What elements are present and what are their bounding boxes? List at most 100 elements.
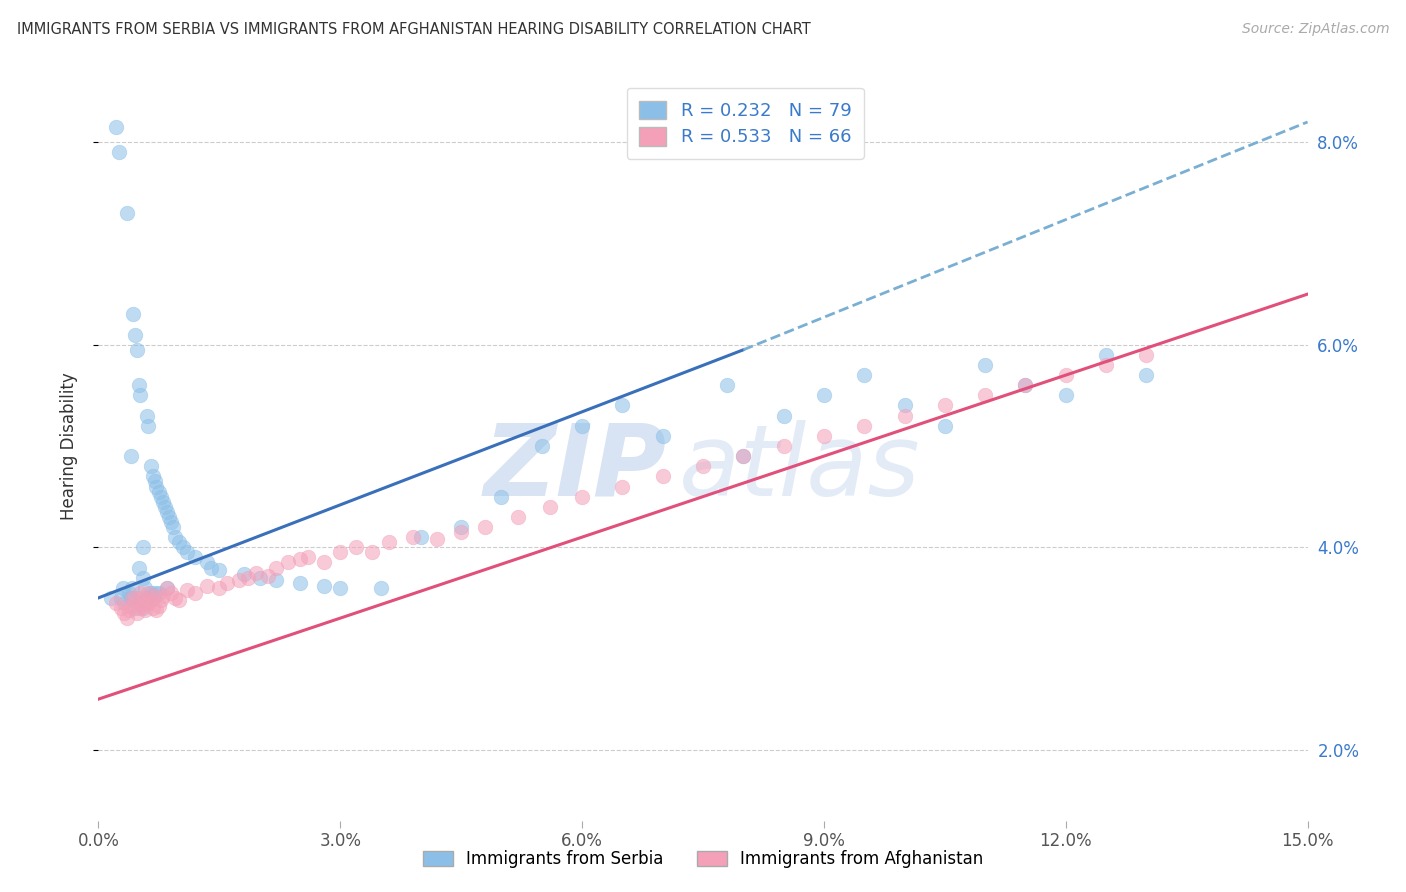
Point <box>692 459 714 474</box>
Point <box>124 593 146 607</box>
Point <box>120 591 142 605</box>
Point <box>733 449 755 463</box>
Point <box>135 596 157 610</box>
Point <box>132 541 155 555</box>
Point <box>148 599 170 613</box>
Point <box>132 599 155 613</box>
Point <box>128 378 150 392</box>
Point <box>195 579 218 593</box>
Point <box>402 530 425 544</box>
Point <box>152 494 174 508</box>
Point <box>297 550 319 565</box>
Point <box>474 520 496 534</box>
Point <box>377 535 399 549</box>
Point <box>612 399 634 413</box>
Point <box>143 586 166 600</box>
Point <box>184 550 207 565</box>
Point <box>249 571 271 585</box>
Point <box>124 601 146 615</box>
Point <box>150 593 173 607</box>
Point <box>288 552 311 566</box>
Point <box>772 439 794 453</box>
Point <box>200 560 222 574</box>
Point <box>139 586 162 600</box>
Point <box>163 591 186 605</box>
Point <box>409 530 432 544</box>
Point <box>893 409 915 423</box>
Point <box>139 593 162 607</box>
Point <box>184 586 207 600</box>
Point <box>135 409 157 423</box>
Point <box>127 591 149 605</box>
Point <box>329 545 352 559</box>
Point <box>111 581 134 595</box>
Point <box>217 575 239 590</box>
Point <box>157 509 180 524</box>
Point <box>120 599 142 613</box>
Point <box>145 603 167 617</box>
Point <box>1054 368 1077 383</box>
Point <box>132 601 155 615</box>
Point <box>288 575 311 590</box>
Point <box>134 581 156 595</box>
Point <box>1014 378 1036 392</box>
Point <box>612 479 634 493</box>
Point <box>105 596 128 610</box>
Point <box>156 505 179 519</box>
Point <box>110 591 132 605</box>
Point <box>112 596 135 610</box>
Point <box>733 449 755 463</box>
Text: Source: ZipAtlas.com: Source: ZipAtlas.com <box>1241 22 1389 37</box>
Point <box>934 418 956 433</box>
Text: atlas: atlas <box>679 420 921 517</box>
Point <box>138 596 160 610</box>
Point <box>232 566 254 581</box>
Point <box>530 439 553 453</box>
Point <box>148 484 170 499</box>
Point <box>264 573 287 587</box>
Text: ZIP: ZIP <box>484 420 666 517</box>
Point <box>153 500 176 514</box>
Point <box>138 586 160 600</box>
Point <box>120 449 142 463</box>
Point <box>228 573 250 587</box>
Point <box>128 560 150 574</box>
Point <box>112 606 135 620</box>
Point <box>150 490 173 504</box>
Point <box>127 343 149 357</box>
Point <box>142 469 165 483</box>
Point <box>121 591 143 605</box>
Point <box>893 399 915 413</box>
Point <box>162 520 184 534</box>
Point <box>491 490 513 504</box>
Point <box>127 606 149 620</box>
Point <box>132 571 155 585</box>
Point <box>122 307 145 321</box>
Point <box>426 532 449 546</box>
Point <box>208 581 231 595</box>
Point <box>105 120 128 134</box>
Point <box>1135 368 1157 383</box>
Point <box>172 541 194 555</box>
Point <box>152 589 174 603</box>
Point <box>143 475 166 489</box>
Point <box>139 459 162 474</box>
Point <box>115 611 138 625</box>
Point <box>256 568 278 582</box>
Point <box>1014 378 1036 392</box>
Point <box>1095 358 1118 372</box>
Point <box>128 601 150 615</box>
Point <box>314 556 336 570</box>
Point <box>156 581 179 595</box>
Point <box>156 581 179 595</box>
Point <box>344 541 367 555</box>
Point <box>132 591 155 605</box>
Point <box>1054 388 1077 402</box>
Point <box>853 368 876 383</box>
Point <box>129 388 152 402</box>
Point <box>160 515 183 529</box>
Point <box>115 206 138 220</box>
Point <box>135 591 157 605</box>
Point <box>450 524 472 539</box>
Point <box>167 593 190 607</box>
